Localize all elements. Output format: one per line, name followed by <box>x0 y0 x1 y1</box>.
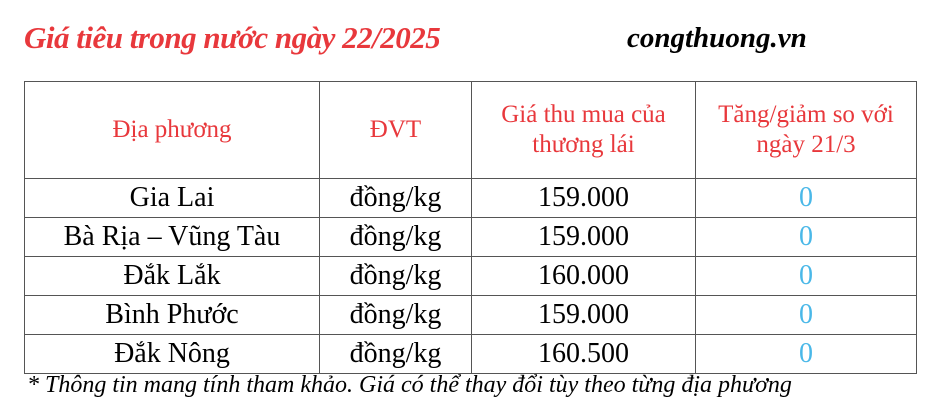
cell-unit: đồng/kg <box>319 178 472 218</box>
cell-change: 0 <box>695 178 917 218</box>
cell-region: Gia Lai <box>24 178 320 218</box>
cell-unit: đồng/kg <box>319 295 472 335</box>
cell-change: 0 <box>695 217 917 257</box>
header-price: Giá thu mua của thương lái <box>471 81 696 179</box>
table-row: Đắk Lắk đồng/kg 160.000 0 <box>24 256 917 296</box>
price-table: Địa phương ĐVT Giá thu mua của thương lá… <box>24 81 917 374</box>
cell-price: 160.500 <box>471 334 696 374</box>
table-row: Bà Rịa – Vũng Tàu đồng/kg 159.000 0 <box>24 217 917 257</box>
table-row: Bình Phước đồng/kg 159.000 0 <box>24 295 917 335</box>
page-title: Giá tiêu trong nước ngày 22/2025 <box>24 20 441 55</box>
cell-change: 0 <box>695 295 917 335</box>
table-row: Gia Lai đồng/kg 159.000 0 <box>24 178 917 218</box>
cell-price: 160.000 <box>471 256 696 296</box>
cell-unit: đồng/kg <box>319 256 472 296</box>
cell-region: Bà Rịa – Vũng Tàu <box>24 217 320 257</box>
footnote: * Thông tin mang tính tham khảo. Giá có … <box>27 372 792 398</box>
header-region: Địa phương <box>24 81 320 179</box>
header-unit: ĐVT <box>319 81 472 179</box>
cell-region: Bình Phước <box>24 295 320 335</box>
cell-price: 159.000 <box>471 217 696 257</box>
cell-price: 159.000 <box>471 178 696 218</box>
header-change: Tăng/giảm so với ngày 21/3 <box>695 81 917 179</box>
table-header: Địa phương ĐVT Giá thu mua của thương lá… <box>24 81 917 179</box>
cell-region: Đắk Lắk <box>24 256 320 296</box>
cell-change: 0 <box>695 334 917 374</box>
cell-price: 159.000 <box>471 295 696 335</box>
cell-unit: đồng/kg <box>319 217 472 257</box>
cell-unit: đồng/kg <box>319 334 472 374</box>
table-row: Đắk Nông đồng/kg 160.500 0 <box>24 334 917 374</box>
cell-change: 0 <box>695 256 917 296</box>
cell-region: Đắk Nông <box>24 334 320 374</box>
site-name: congthuong.vn <box>627 22 807 54</box>
